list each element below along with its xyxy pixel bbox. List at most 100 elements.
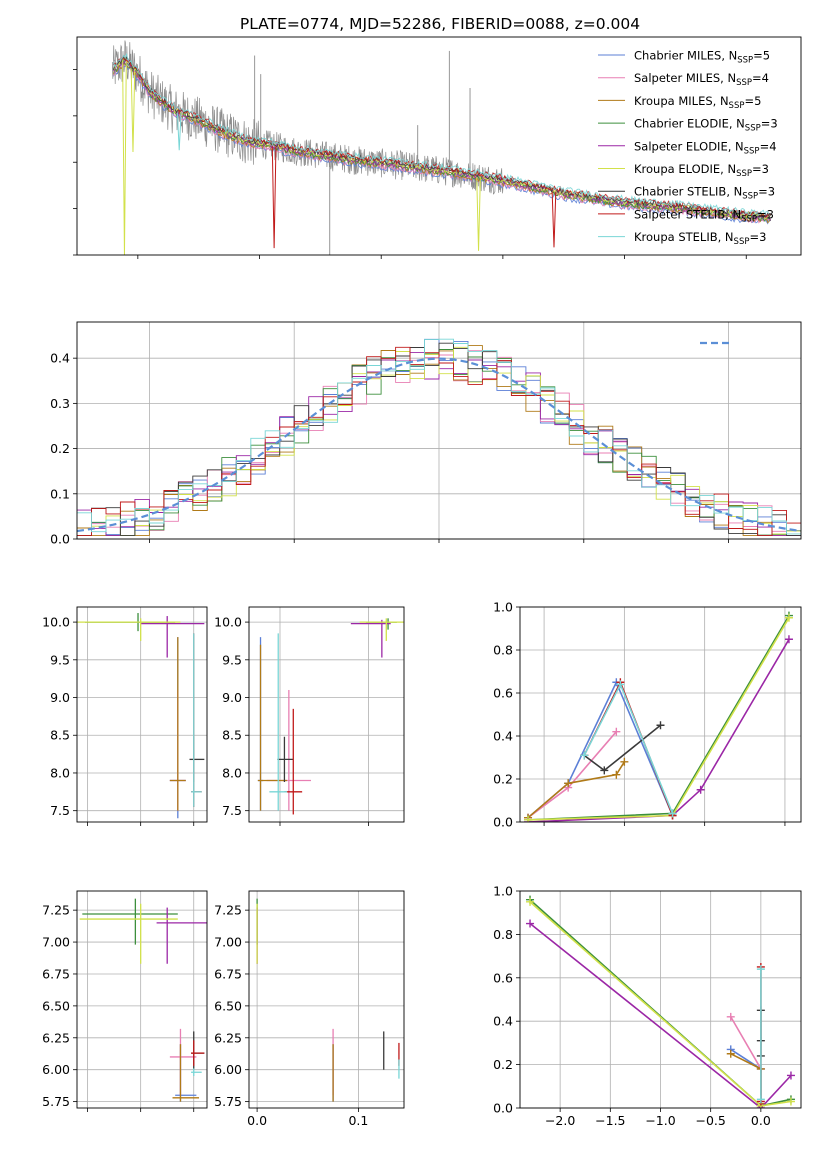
weight-line-1 [730,1016,762,1104]
weight-line-4 [529,922,792,1108]
histogram-step-7 [77,346,801,536]
weight-marker [756,965,765,974]
gaussian-curve [77,357,801,533]
legend-label: Salpeter MILES, NSSP=4 [634,71,769,88]
y-tick-label: 6.50 [42,998,70,1013]
plot-area [77,338,801,536]
model-line-7 [113,56,771,218]
x-tick-label: 0.1 [348,1113,368,1128]
model-line-3 [113,60,772,222]
mass-weight-vs-metallicity-plot: −2.0 −1.5 −1.0 −0.5 0.0 0.0 0.2 0.4 0.6 0.8 1.0 [493,884,802,1128]
axes-frame [248,606,405,823]
axes-frame [519,606,802,823]
y-tick-label: 1.0 [493,600,513,615]
plot-area [79,898,207,1102]
y-tick-label: 8.5 [222,728,242,743]
legend-label: Chabrier STELIB, NSSP=3 [634,185,775,202]
y-tick-label: 7.5 [50,803,70,818]
y-tick-label: 8.0 [50,765,70,780]
legend-label: Kroupa ELODIE, NSSP=3 [634,162,769,179]
y-tick-label: 8.0 [222,765,242,780]
y-tick-label: 6.25 [214,1030,242,1045]
x-tick-label: 0.0 [247,1113,267,1128]
weight-marker [726,1012,735,1021]
y-tick-label: 0.2 [50,441,70,456]
x-tick-label: −1.5 [595,1113,625,1128]
axes-frame [76,606,208,823]
spectrum-plot: Chabrier MILES, NSSP=5 Salpeter MILES, NS… [73,36,802,259]
x-tick-label: 0.0 [751,1113,771,1128]
model-dip-line [551,191,557,248]
y-tick-label: 0.8 [493,643,513,658]
y-tick-label: 0.1 [50,486,70,501]
histogram-step-8 [77,338,801,535]
y-tick-label: 10.0 [42,615,70,630]
y-tick-label: 0.3 [50,396,70,411]
y-tick-label: 5.75 [42,1094,70,1109]
y-tick-label: 0.4 [493,1014,513,1029]
figure-title: PLATE=0774, MJD=52286, FIBERID=0088, z=0… [240,15,640,33]
weight-marker [726,1049,735,1058]
y-tick-label: 1.0 [493,884,513,899]
histogram-step-5 [77,346,801,536]
y-tick-label: 6.50 [214,998,242,1013]
x-tick-label: −0.5 [695,1113,725,1128]
age-vs-metallicity-plot: 7.5 8.0 8.5 9.0 9.5 10.0 [42,606,208,826]
weight-marker [668,809,677,818]
weight-marker [656,721,665,730]
weight-marker [696,785,705,794]
weight-marker [612,770,621,779]
weight-marker [526,897,535,906]
weight-line-4 [527,638,790,822]
model-dip-line [476,176,481,251]
x-tick-label: −2.0 [545,1113,575,1128]
plot-area [526,895,795,1108]
model-line-8 [113,52,771,216]
axes-frame [76,321,802,540]
weight-marker [564,779,573,788]
y-tick-label: 10.0 [214,615,242,630]
weight-line-5 [527,617,790,821]
y-tick-label: 7.00 [42,935,70,950]
y-tick-label: 0.0 [50,532,70,547]
plot-area [524,611,793,822]
y-tick-label: 7.5 [222,803,242,818]
model-dip-line [130,68,136,153]
y-tick-label: 0.2 [493,772,513,787]
histogram-step-6 [77,342,801,536]
model-dip-line [271,146,277,249]
axes-frame [519,890,802,1109]
plot-area [256,898,400,1102]
y-tick-label: 7.25 [42,903,70,918]
legend-label: Kroupa MILES, NSSP=5 [634,94,761,111]
x-tick-label: −1.0 [645,1113,675,1128]
y-tick-label: 6.75 [42,966,70,981]
y-tick-label: 6.25 [42,1030,70,1045]
y-tick-label: 5.75 [214,1094,242,1109]
weight-marker [786,1071,795,1080]
plot-area [77,613,205,819]
y-tick-label: 7.00 [214,935,242,950]
weight-marker [620,757,629,766]
mass-weight-vs-age-plot: 0.0 0.2 0.4 0.6 0.8 1.0 [493,600,802,830]
age-vs-mass-plot: 7.5 8.0 8.5 9.0 9.5 10.0 [214,606,405,826]
y-tick-label: 9.0 [50,690,70,705]
weight-marker [612,727,621,736]
y-tick-label: 9.0 [222,690,242,705]
y-tick-label: 6.00 [42,1062,70,1077]
model-dip-line [122,61,127,255]
y-tick-label: 0.6 [493,970,513,985]
weight-marker [600,766,609,775]
y-tick-label: 0.2 [493,1057,513,1072]
y-tick-label: 0.4 [493,729,513,744]
legend-label: Kroupa STELIB, NSSP=3 [634,230,766,247]
y-tick-label: 0.8 [493,927,513,942]
legend-label: Chabrier ELODIE, NSSP=3 [634,117,778,134]
weight-marker [784,613,793,622]
weight-line-2 [527,761,626,819]
y-tick-label: 0.0 [493,1101,513,1116]
legend-label: Salpeter STELIB, NSSP=3 [634,207,774,224]
axes-frame [248,890,405,1109]
y-tick-label: 0.0 [493,815,513,830]
y-tick-label: 6.00 [214,1062,242,1077]
